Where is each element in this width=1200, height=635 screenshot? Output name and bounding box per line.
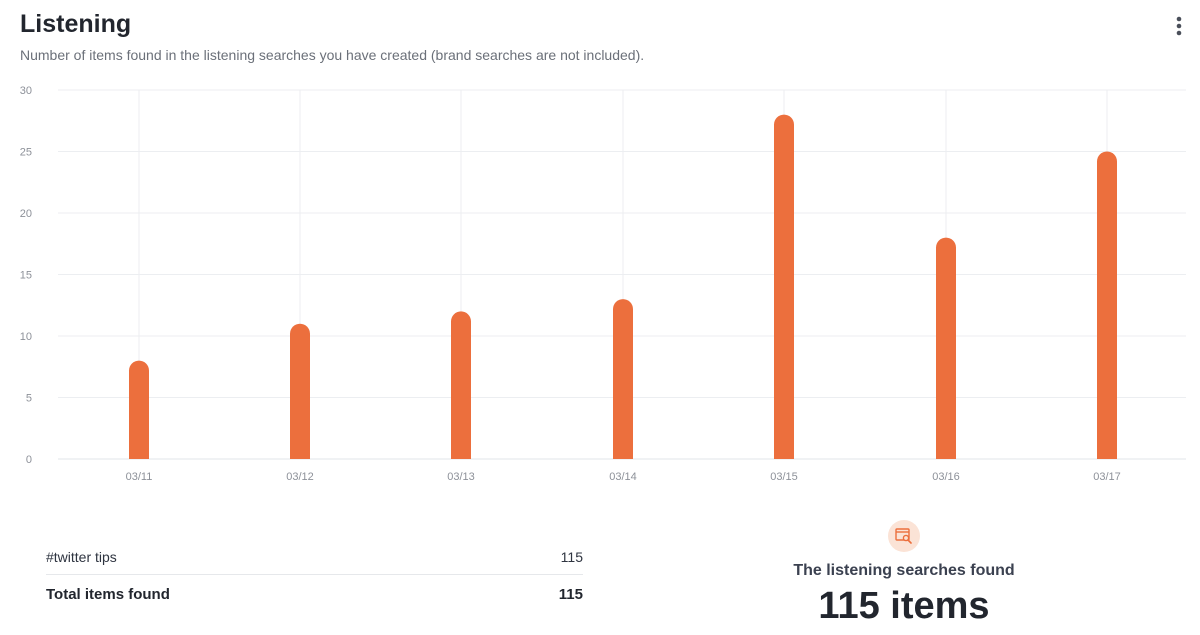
kebab-menu-icon[interactable] — [1168, 14, 1190, 38]
found-summary-panel: The listening searches found 115 items — [704, 520, 1104, 628]
bar-03-16 — [936, 237, 956, 459]
y-tick-label: 30 — [20, 85, 32, 97]
bar-03-14 — [613, 299, 633, 459]
x-tick-label: 03/13 — [447, 471, 475, 483]
x-tick-label: 03/15 — [770, 471, 798, 483]
found-text: The listening searches found — [793, 562, 1015, 579]
search-window-icon — [888, 520, 920, 552]
summary-row-label: #twitter tips — [46, 549, 117, 565]
bar-03-15 — [774, 114, 794, 459]
summary-total-value: 115 — [558, 585, 583, 603]
x-tick-label: 03/17 — [1093, 471, 1121, 483]
search-window-glyph — [895, 528, 912, 544]
bar-03-13 — [451, 311, 471, 459]
summary-table: #twitter tips 115 Total items found 115 — [46, 540, 583, 613]
y-tick-label: 10 — [20, 331, 32, 343]
bar-03-12 — [290, 323, 310, 459]
summary-row-twitter-tips: #twitter tips 115 — [46, 540, 583, 575]
summary-total-label: Total items found — [46, 585, 170, 603]
y-tick-label: 5 — [26, 393, 32, 405]
bar-chart: 0 5 10 15 20 25 30 03/11 03/12 03/13 03/14 03/15 03/… — [20, 85, 1186, 483]
page-subtitle: Number of items found in the listening s… — [20, 47, 645, 63]
y-tick-label: 0 — [26, 454, 32, 466]
x-tick-label: 03/12 — [286, 471, 314, 483]
found-count: 115 items — [818, 585, 990, 627]
y-tick-label: 25 — [20, 147, 32, 159]
bar-03-17 — [1097, 151, 1117, 459]
summary-total-row: Total items found 115 — [46, 575, 583, 613]
x-tick-label: 03/14 — [609, 471, 637, 483]
y-tick-label: 20 — [20, 208, 32, 220]
x-tick-label: 03/16 — [932, 471, 960, 483]
bar-03-11 — [129, 360, 149, 459]
y-tick-label: 15 — [20, 270, 32, 282]
page-title: Listening — [20, 10, 132, 38]
summary-row-value: 115 — [560, 549, 583, 565]
x-tick-label: 03/11 — [126, 471, 153, 483]
kebab-menu-glyph — [1176, 16, 1182, 36]
